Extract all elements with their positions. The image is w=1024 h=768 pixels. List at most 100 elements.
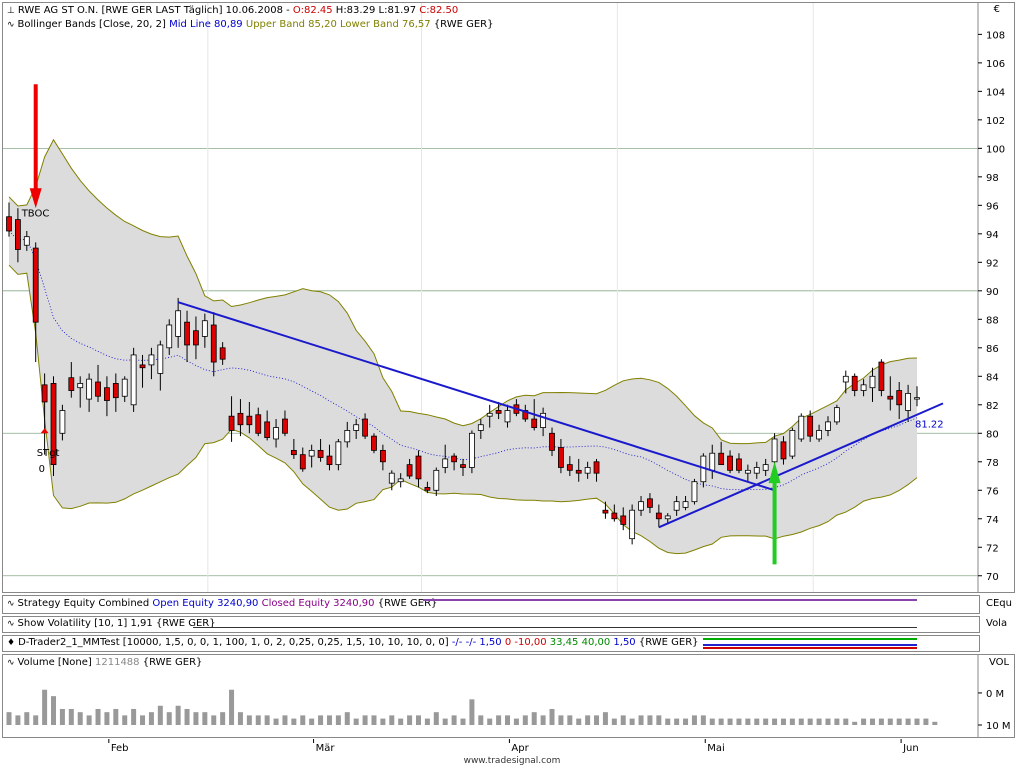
volume-bar (389, 715, 395, 725)
volume-bar (496, 715, 502, 725)
volume-bar (691, 715, 697, 725)
candle (905, 384, 911, 422)
y-tick-label: 98 (986, 173, 999, 184)
candle-body (825, 421, 831, 431)
candle (753, 461, 760, 479)
candle-body (780, 441, 787, 460)
candle (673, 495, 680, 516)
candle-body (166, 324, 173, 349)
volume-bar (140, 715, 146, 725)
candle-body (851, 375, 858, 391)
candle (486, 404, 493, 428)
bollinger-suffix: {RWE GER} (433, 19, 494, 30)
x-tick-label: Mär (316, 743, 336, 754)
candle-body (736, 458, 742, 471)
candle (104, 376, 110, 417)
candle (201, 313, 208, 348)
candle (255, 407, 262, 437)
volume-bar (469, 699, 475, 725)
candle-body (59, 410, 66, 434)
volatility-pane[interactable]: ∿ Show Volatility [10, 1] 1,91 {RWE GER} (2, 616, 980, 633)
y-tick-label: 78 (986, 458, 999, 469)
candle (744, 464, 751, 482)
volume-bar (220, 712, 226, 725)
volume-bar (326, 715, 332, 725)
candle (344, 421, 351, 448)
volume-bar (202, 712, 208, 725)
volume-bar (282, 715, 288, 725)
candle (727, 450, 733, 474)
volume-bar (505, 715, 511, 725)
volume-bar (513, 718, 519, 725)
volume-bar (175, 705, 181, 725)
candle (647, 493, 653, 514)
candle-body (691, 481, 698, 503)
candle-body (664, 515, 671, 520)
candle (228, 396, 235, 442)
volume-bar (300, 715, 306, 725)
dtrader-label: D-Trader2_1_MMTest [10000, 1,5, 0, 0, 1,… (18, 637, 449, 648)
volume-bar (424, 718, 430, 725)
candle-body (219, 347, 226, 360)
volume-bar (629, 718, 635, 725)
candle-body (566, 464, 573, 471)
volume-bar (852, 721, 858, 725)
candle (371, 433, 377, 454)
volume-bar (674, 718, 680, 725)
volume-bar (700, 715, 706, 725)
candle (914, 386, 920, 407)
price-pane[interactable]: TBOC STgt 0 81.22 70 72 74 76 78 80 82 84 86 88 90 92 94… (2, 2, 1015, 593)
candle (584, 461, 591, 479)
volume-bar (727, 718, 733, 725)
candle-body (104, 387, 110, 401)
volume-bar (585, 715, 591, 725)
candle-body (914, 397, 920, 400)
candle-body (379, 449, 386, 463)
volume-suffix: {RWE GER} (142, 657, 203, 668)
price-chart[interactable]: TBOC STgt 0 81.22 70 72 74 76 78 80 82 84 86 88 90 92 94… (3, 3, 1014, 592)
candle-body (611, 512, 618, 520)
closed-equity: Closed Equity 3240,90 (261, 598, 375, 609)
volume-bar (478, 715, 484, 725)
volume-bar (24, 712, 30, 725)
ohlc-high: H:83.29 (335, 5, 376, 16)
candle (50, 376, 57, 477)
volume-bar (718, 718, 724, 725)
volume-bar (878, 718, 884, 725)
volume-bar (104, 712, 110, 725)
dtrader-line-green (703, 638, 917, 640)
volume-bar (932, 721, 938, 725)
strategy-axis-label: CEqu (986, 598, 1012, 609)
dtrader-pane[interactable]: ♦ D-Trader2_1_MMTest [10000, 1,5, 0, 0, 1… (2, 635, 980, 652)
y-tick-label: 92 (986, 258, 999, 269)
candle-body (442, 458, 449, 468)
x-tick-label: Feb (111, 743, 129, 754)
candle-body (264, 421, 271, 438)
candle-body (878, 361, 885, 391)
candle-body (842, 375, 849, 383)
candle (629, 504, 636, 545)
candle (282, 410, 288, 437)
candle-body (273, 427, 279, 440)
candle-body (647, 498, 653, 508)
y-tick-label: 88 (986, 315, 999, 326)
candle (655, 504, 662, 528)
volume-bar (683, 718, 689, 725)
volume-bar (594, 715, 600, 725)
strategy-pane[interactable]: ∿ Strategy Equity Combined Open Equity 32… (2, 595, 980, 614)
ohlc-open: O:82.45 (292, 5, 333, 16)
candle-body (531, 418, 538, 428)
candle (549, 427, 555, 457)
volume-chart[interactable]: 10 M 0 M (3, 655, 1014, 737)
candle-body (299, 454, 306, 470)
volume-bar (549, 708, 555, 725)
y-tick-label: 72 (986, 543, 999, 554)
stgt-label: STgt (37, 448, 60, 459)
candle-body (95, 381, 101, 397)
strategy-header: ∿ Strategy Equity Combined Open Equity 32… (7, 598, 437, 609)
volume-pane[interactable]: 10 M 0 M ∿ Volume [None] 1211488 {RWE GER}… (2, 654, 1015, 738)
volume-bar (798, 718, 804, 725)
candle (566, 456, 573, 477)
volume-bar (398, 718, 404, 725)
strategy-equity-line (423, 599, 917, 601)
